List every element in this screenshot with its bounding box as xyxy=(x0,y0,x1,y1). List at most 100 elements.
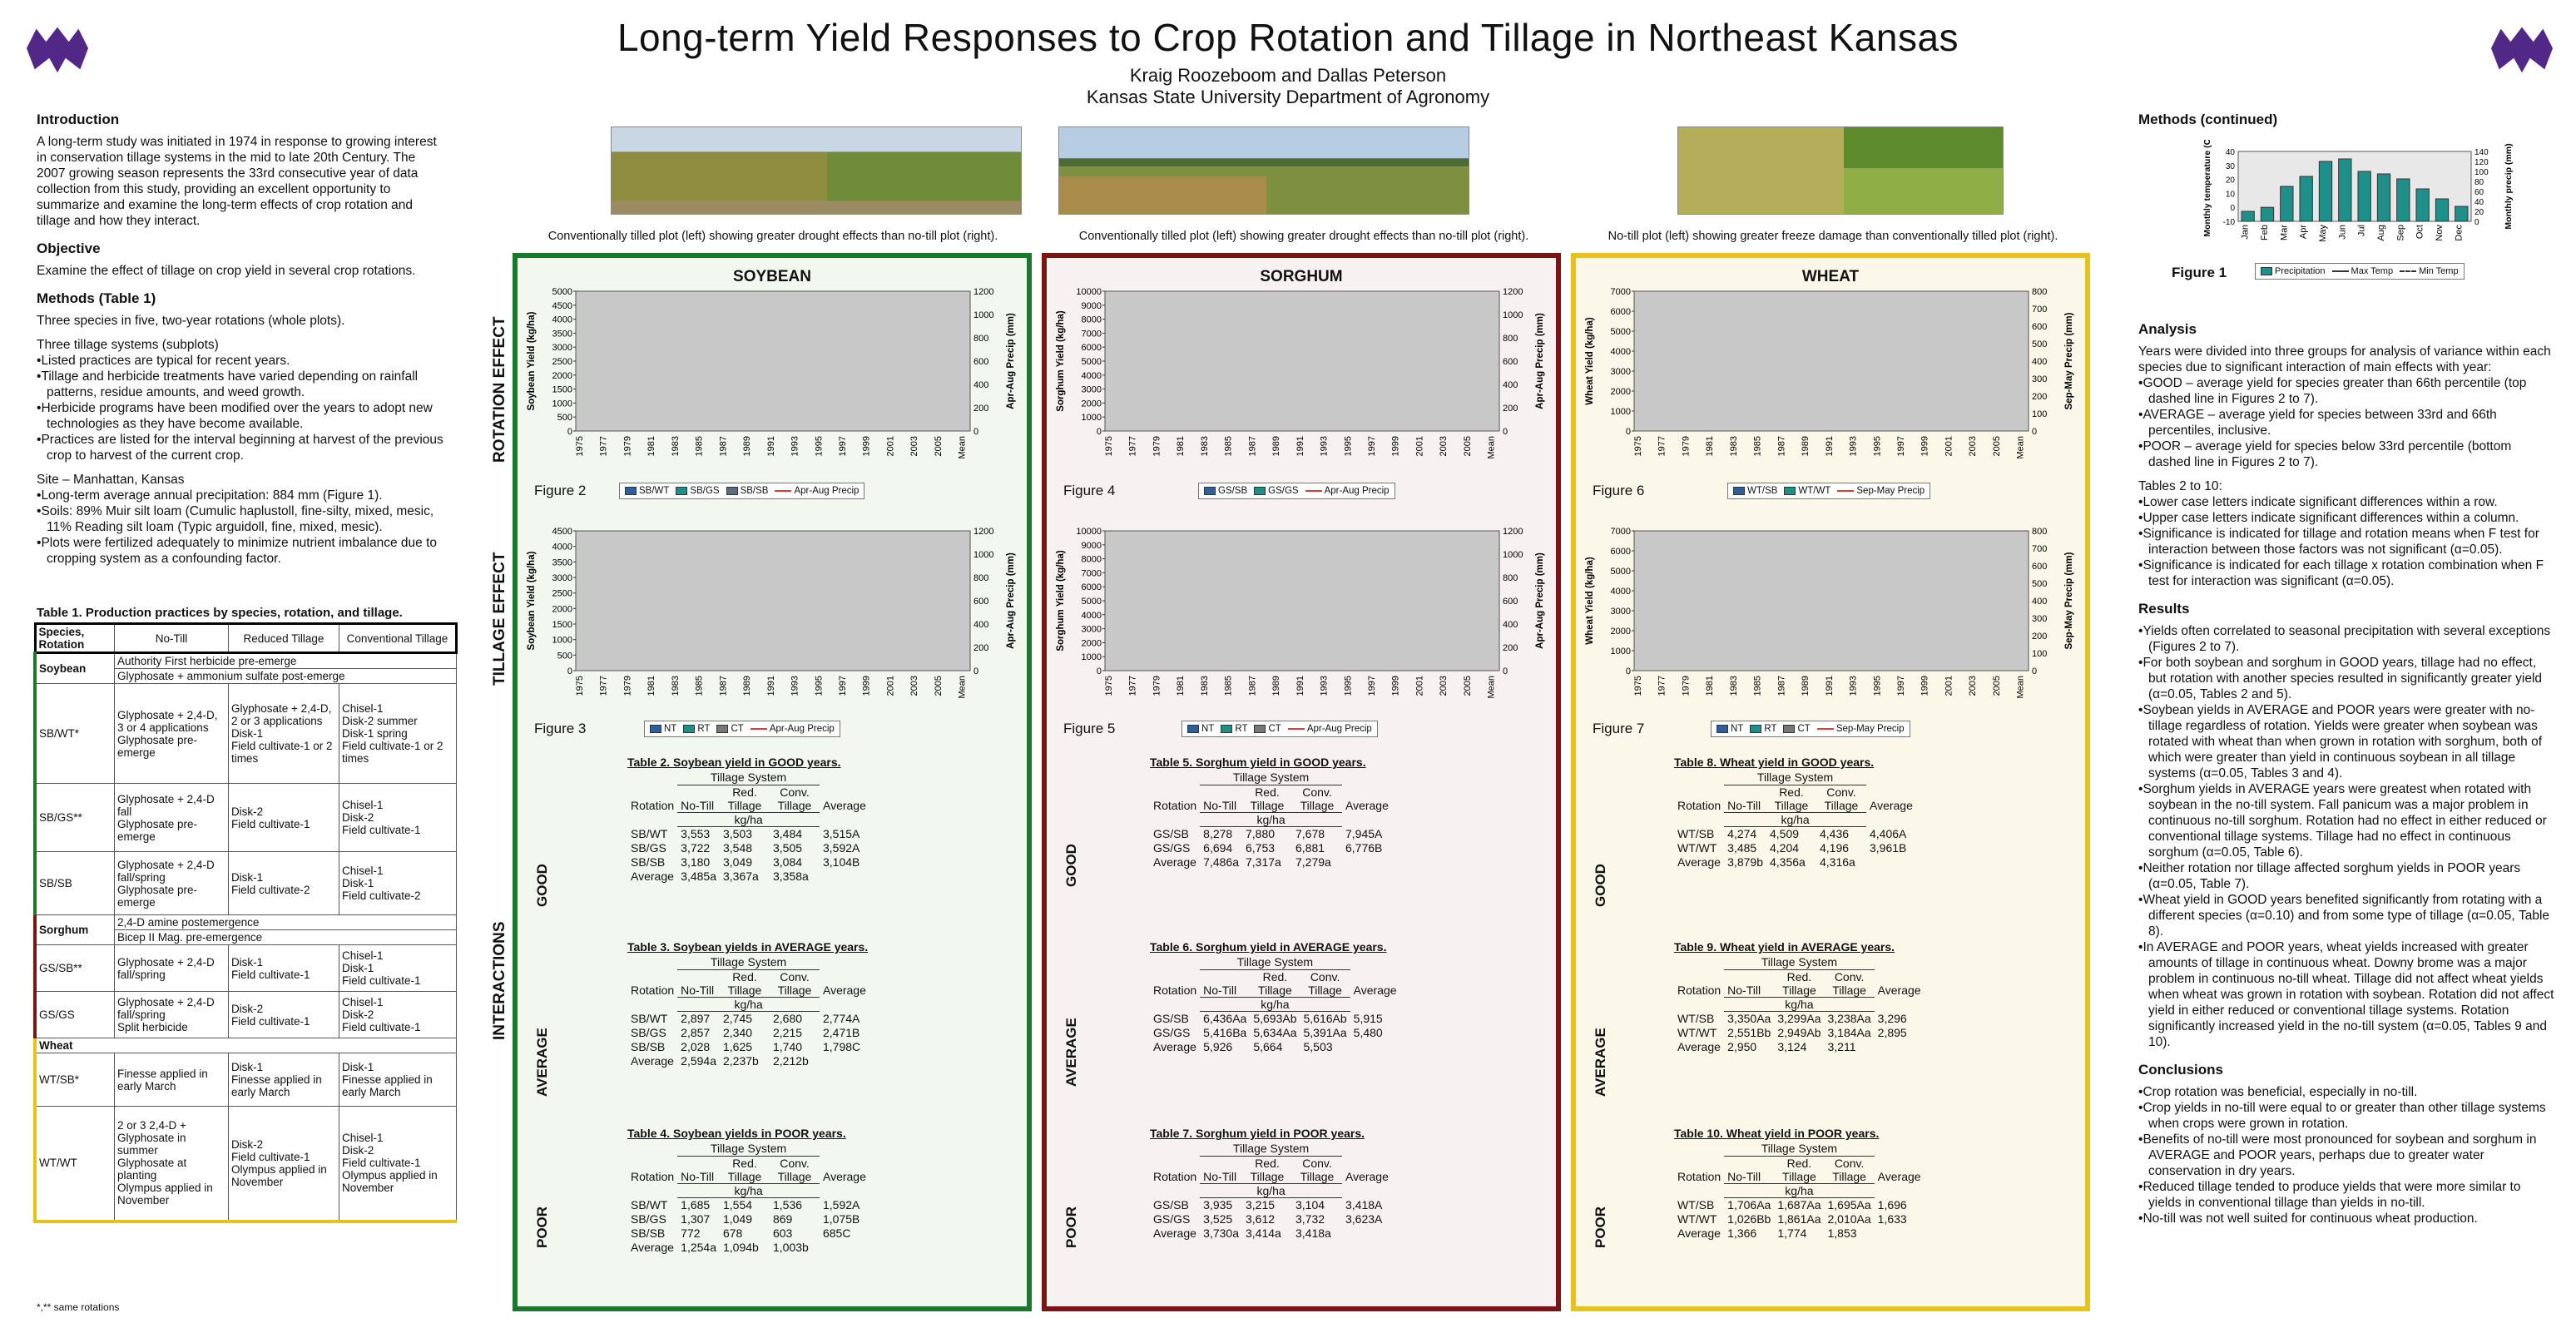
y2-tick-label: 40 xyxy=(2474,198,2484,207)
y-tick-label: -10 xyxy=(2223,218,2236,227)
y-tick-label: 5000 xyxy=(1082,357,1102,367)
x-tick-label: 1975 xyxy=(575,436,585,456)
table-row: GS/GS 3,525 3,612 3,732 3,623A xyxy=(1153,1211,1383,1226)
plot-area xyxy=(575,530,971,671)
x-tick-label: 1977 xyxy=(1128,676,1138,696)
list-item: Soils: 89% Muir silt loam (Cumulic haplu… xyxy=(37,503,444,535)
analysis-list: GOOD – average yield for species greater… xyxy=(2138,375,2554,470)
y2-tick-label: 1000 xyxy=(1503,310,1523,320)
y2-tick-label: 1200 xyxy=(1503,287,1523,297)
table-title: Table 5. Sorghum yield in GOOD years. xyxy=(1150,756,1366,769)
x-tick-label: 1993 xyxy=(1320,436,1330,456)
x-tick-label: 2001 xyxy=(1414,676,1424,696)
list-item: No-till was not well suited for continuo… xyxy=(2138,1211,2554,1226)
y-tick-label: 5000 xyxy=(552,287,572,297)
precip-bar xyxy=(2299,176,2313,222)
x-tick-label: 2001 xyxy=(885,676,895,696)
table-row: WT/WT 1,026Bb 1,861Aa 2,010Aa 1,633 xyxy=(1677,1211,1907,1226)
y-tick-label: 3000 xyxy=(552,573,572,583)
y2-tick-label: 700 xyxy=(2032,544,2047,554)
x-tick-label: 1999 xyxy=(1391,676,1401,696)
table-row: SB/WT 1,685 1,554 1,536 1,592A xyxy=(631,1197,860,1211)
y2-tick-label: 800 xyxy=(1503,573,1518,583)
x-tick-label: 1987 xyxy=(1247,436,1257,456)
y-tick-label: 2000 xyxy=(552,604,572,614)
x-tick-label: Sep xyxy=(2395,225,2405,241)
x-tick-label: 1991 xyxy=(1825,436,1835,456)
y-tick-label: 1000 xyxy=(1082,413,1102,423)
x-tick-label: 1993 xyxy=(790,436,800,456)
table-row: WT/WT 2,551Bb 2,949Ab 3,184Aa 2,895 xyxy=(1677,1025,1907,1039)
figure-2-label: Figure 2 xyxy=(534,483,587,498)
precip-bar xyxy=(2338,158,2352,222)
y2-tick-label: 120 xyxy=(2474,158,2489,167)
y-tick-label: 1000 xyxy=(1082,652,1102,662)
table-row: Average 1,366 1,774 1,853 xyxy=(1677,1226,1857,1240)
list-item: Plots were fertilized adequately to mini… xyxy=(37,535,444,567)
x-tick-label: 1979 xyxy=(1152,676,1162,696)
y-tick-label: 3500 xyxy=(552,329,572,339)
x-tick-label: 1991 xyxy=(1825,676,1835,696)
plot-area xyxy=(2237,151,2472,222)
x-tick-label: 1983 xyxy=(671,436,681,456)
table-title: Table 8. Wheat yield in GOOD years. xyxy=(1674,756,1875,769)
y-tick-label: 1000 xyxy=(552,636,572,646)
y-tick-label: 4000 xyxy=(1082,611,1102,621)
y-tick-label: 4000 xyxy=(552,315,572,325)
y-tick-label: 5000 xyxy=(1082,597,1102,607)
plot-area xyxy=(575,290,971,432)
table-row: SB/SB 772 678 603 685C xyxy=(631,1226,851,1240)
y2-tick-label: 600 xyxy=(2032,322,2047,332)
y2-tick-label: 600 xyxy=(2032,562,2047,572)
plot-area xyxy=(1104,530,1500,671)
y2-tick-label: 20 xyxy=(2474,208,2484,217)
table-7: Table 7. Sorghum yield in POOR years. Til… xyxy=(1150,1127,1392,1240)
x-tick-label: 1995 xyxy=(1343,436,1353,456)
x-tick-label: 2003 xyxy=(909,676,919,696)
x-tick-label: 1983 xyxy=(1200,676,1210,696)
y-tick-label: 3000 xyxy=(1611,607,1631,617)
figure-3-label: Figure 3 xyxy=(534,721,587,736)
table-row: SB/GS 3,722 3,548 3,505 3,592A xyxy=(631,840,860,855)
y-axis-label: Monthly temperature (C) xyxy=(2202,140,2212,237)
x-tick-label: 1979 xyxy=(1152,436,1162,456)
results-list: Yields often correlated to seasonal prec… xyxy=(2138,623,2554,1050)
x-tick-label: 1977 xyxy=(1657,436,1667,456)
y2-tick-label: 0 xyxy=(1503,427,1508,437)
x-tick-label: 1993 xyxy=(1849,676,1859,696)
y-tick-label: 4000 xyxy=(1611,587,1631,597)
y-tick-label: 2000 xyxy=(1611,627,1631,637)
y-tick-label: 500 xyxy=(557,413,572,423)
y2-axis-label: Apr-Aug Precip (mm) xyxy=(1535,552,1545,649)
x-tick-label: 2005 xyxy=(1463,436,1473,456)
y-tick-label: 6000 xyxy=(1611,547,1631,557)
y2-tick-label: 800 xyxy=(973,334,988,344)
y2-axis-label: Monthly precip (mm) xyxy=(2504,143,2514,229)
table-4: Table 4. Soybean yields in POOR years. Ti… xyxy=(627,1127,869,1254)
table-row: Average 5,926 5,664 5,503 xyxy=(1153,1039,1333,1053)
x-tick-label: 1991 xyxy=(1295,676,1305,696)
figure-4-chart: 0100020003000400050006000700080009000100… xyxy=(1056,287,1545,459)
list-item: Crop rotation was beneficial, especially… xyxy=(2138,1084,2554,1100)
precip-bar xyxy=(2435,198,2450,222)
x-tick-label: 1997 xyxy=(1896,436,1906,456)
figure-7-chart: 0 1000 2000 3000 4000 5000 6000 7000 0 100 200 300 4… xyxy=(1585,527,2074,699)
x-tick-label: 1989 xyxy=(1801,676,1811,696)
x-tick-label: 1985 xyxy=(1753,676,1763,696)
y-tick-label: 4500 xyxy=(552,301,572,311)
x-tick-label: 2005 xyxy=(1992,676,2002,696)
list-item: Lower case letters indicate significant … xyxy=(2138,494,2554,510)
y-tick-label: 0 xyxy=(2230,204,2235,213)
table1: Species, Rotation No-Till Reduced Tillage C… xyxy=(33,622,458,1223)
figure-1-chart: Jan Feb Mar Apr May Jun Jul Aug Sep Oct Nov Dec -10 0… xyxy=(2202,140,2514,242)
figure-6-chart: 0 1000 2000 3000 4000 5000 6000 7000 0 100 200 300 4… xyxy=(1585,287,2074,459)
y2-tick-label: 400 xyxy=(973,620,988,630)
x-tick-label: Feb xyxy=(2260,225,2270,240)
list-item: Reduced tillage tended to produce yields… xyxy=(2138,1179,2554,1211)
y2-tick-label: 0 xyxy=(1503,666,1508,676)
table-title: Table 9. Wheat yield in AVERAGE years. xyxy=(1674,940,1895,954)
y-axis-label: Wheat Yield (kg/ha) xyxy=(1585,317,1595,405)
y-tick-label: 10000 xyxy=(1076,527,1102,537)
y2-tick-label: 700 xyxy=(2032,305,2047,315)
x-tick-label: 1987 xyxy=(1776,436,1786,456)
